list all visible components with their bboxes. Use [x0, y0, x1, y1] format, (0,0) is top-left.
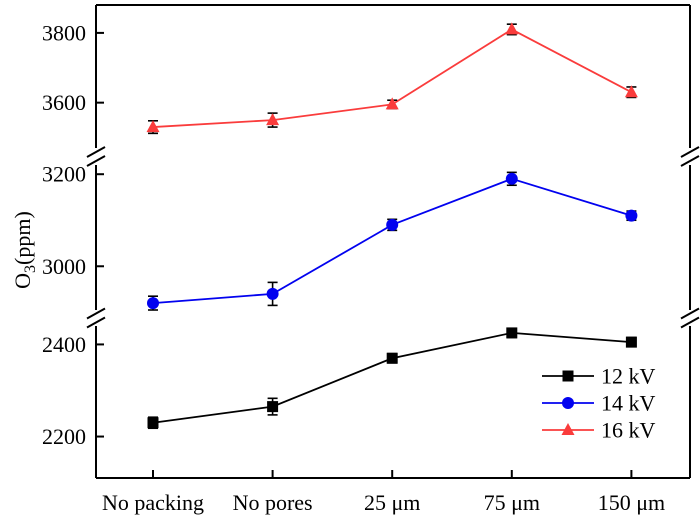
y-tick-label: 3200 — [42, 162, 86, 187]
break-slash — [680, 155, 700, 167]
square-marker — [267, 401, 279, 413]
legend-label: 14 kV — [601, 391, 656, 416]
square-marker — [625, 336, 637, 348]
axis-break-marks — [86, 146, 700, 329]
y-tick-label: 3600 — [42, 90, 86, 115]
break-slash — [680, 307, 700, 320]
triangle-marker — [266, 113, 280, 126]
circle-marker — [505, 172, 518, 185]
x-tick-label: 75 μm — [484, 490, 540, 515]
circle-marker — [266, 287, 279, 300]
triangle-marker — [624, 85, 638, 98]
break-slash — [86, 146, 106, 158]
plot-frame — [95, 4, 691, 479]
legend-label: 12 kV — [601, 364, 656, 389]
x-tick-label: No packing — [102, 490, 204, 515]
break-slash — [86, 155, 106, 167]
series-16-kV — [146, 22, 638, 135]
series-12-kV — [147, 327, 637, 430]
legend-row-16-kV: 16 kV — [542, 418, 656, 443]
series-line — [152, 332, 632, 424]
error-bars — [148, 23, 637, 135]
square-legend-marker — [562, 370, 574, 382]
square-marker — [386, 352, 398, 364]
triangle-legend-marker — [561, 423, 575, 435]
break-slash — [680, 146, 700, 158]
y-tick-label: 2400 — [42, 332, 86, 357]
y-axis-title: O3(ppm) — [10, 211, 39, 289]
break-slash — [86, 307, 106, 320]
triangle-marker — [505, 22, 519, 35]
square-marker — [506, 327, 518, 339]
triangle-marker — [146, 120, 160, 133]
error-bars — [148, 171, 637, 311]
x-axis-ticks: No packing No pores 25 μm 75 μm 150 μm — [102, 470, 665, 515]
circle-marker — [386, 218, 399, 231]
legend-row-14-kV: 14 kV — [542, 391, 656, 416]
x-tick-label: No pores — [233, 490, 313, 515]
legend-row-12-kV: 12 kV — [542, 364, 656, 389]
square-marker — [147, 417, 159, 429]
y-tick-label: 3800 — [42, 20, 86, 45]
y-tick-label: 3000 — [42, 254, 86, 279]
break-slash — [86, 316, 106, 329]
circle-marker — [625, 209, 638, 222]
series-14-kV — [147, 171, 638, 311]
x-tick-label: 25 μm — [364, 490, 420, 515]
y-tick-label: 2200 — [42, 424, 86, 449]
legend-label: 16 kV — [601, 418, 656, 443]
x-tick-label: 150 μm — [598, 490, 665, 515]
series-line — [152, 177, 632, 304]
y-axis-ticks: 2200 2400 3000 3200 3600 3800 — [42, 20, 104, 449]
triangle-marker — [385, 97, 399, 110]
circle-legend-marker — [562, 397, 574, 409]
series-line — [152, 28, 632, 128]
break-slash — [680, 316, 700, 329]
circle-marker — [147, 297, 159, 310]
